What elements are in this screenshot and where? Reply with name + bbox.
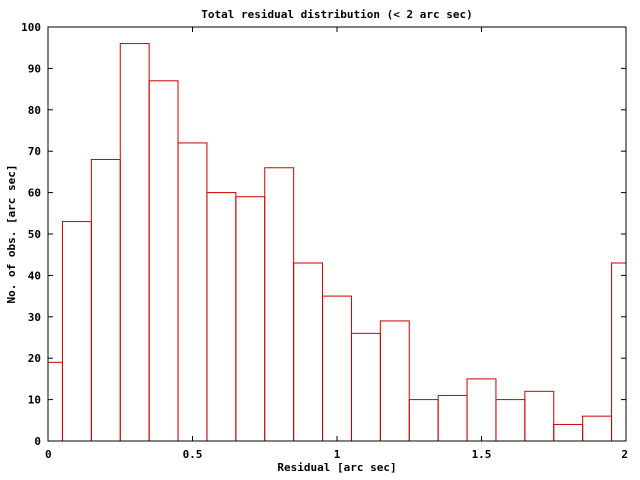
y-tick-label-9: 90: [28, 62, 41, 75]
histogram-bar-4: [148, 80, 179, 442]
y-tick-label-3: 30: [28, 311, 41, 324]
histogram-bar-18: [553, 423, 584, 442]
bars-group: [47, 43, 627, 442]
y-tick-label-0: 0: [34, 435, 41, 448]
histogram-bar-13: [408, 399, 439, 442]
histogram-bar-9: [293, 262, 324, 442]
histogram-bar-19: [582, 415, 613, 442]
histogram-bar-17: [524, 390, 555, 442]
y-tick-label-7: 70: [28, 145, 41, 158]
histogram-bar-16: [495, 399, 526, 442]
x-tick-label-3: 1.5: [472, 448, 492, 461]
y-tick-label-6: 60: [28, 187, 41, 200]
histogram-bar-14: [437, 394, 468, 442]
y-tick-label-2: 20: [28, 352, 41, 365]
histogram-bar-5: [177, 142, 208, 442]
histogram-bar-1: [61, 221, 92, 442]
histogram-bar-15: [466, 378, 497, 442]
histogram-bar-12: [379, 320, 410, 442]
x-tick-label-0: 0: [45, 448, 52, 461]
histogram-bar-6: [206, 192, 237, 442]
chart-title: Total residual distribution (< 2 arc sec…: [201, 8, 473, 21]
y-tick-label-10: 100: [21, 21, 41, 34]
y-axis-label: No. of obs. [arc sec]: [5, 164, 18, 303]
histogram-bar-20: [611, 262, 627, 442]
histogram-bar-8: [264, 167, 295, 442]
plot-frame: [47, 26, 627, 442]
y-axis: 0 10 20 30 40 50 60 70 80 90 100: [21, 21, 626, 448]
histogram-bar-0: [47, 361, 63, 442]
x-tick-label-4: 2: [621, 448, 628, 461]
histogram-bar-2: [90, 158, 121, 442]
histogram-bar-7: [235, 196, 266, 442]
y-tick-label-1: 10: [28, 394, 41, 407]
x-axis-label: Residual [arc sec]: [277, 461, 396, 474]
x-tick-label-2: 1: [334, 448, 341, 461]
x-tick-label-1: 0.5: [183, 448, 203, 461]
y-tick-label-8: 80: [28, 104, 41, 117]
y-tick-label-4: 40: [28, 269, 41, 282]
x-axis: 0 0.5 1 1.5 2: [45, 27, 628, 461]
y-tick-label-5: 50: [28, 228, 41, 241]
histogram-bar-11: [350, 332, 381, 442]
histogram-bar-10: [322, 295, 352, 442]
histogram-bar-3: [119, 43, 150, 442]
